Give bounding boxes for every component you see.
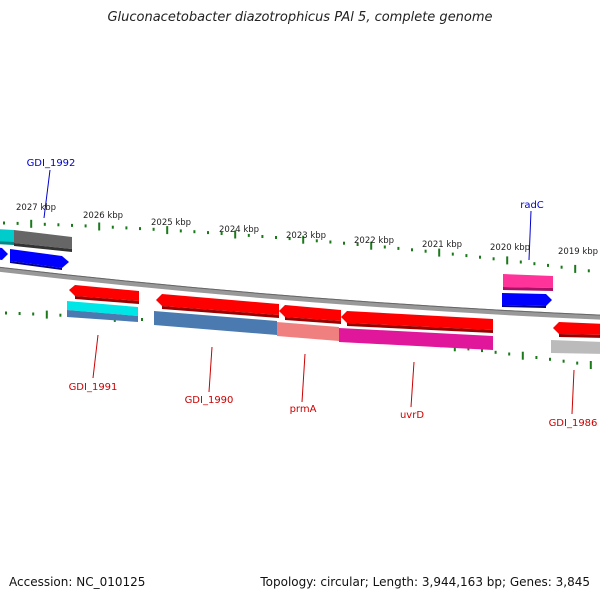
topology-text: Topology: circular; Length: 3,944,163 bp… <box>260 575 590 589</box>
gene-feature-gdi-1991[interactable] <box>67 301 138 316</box>
gene-label-radc[interactable]: radC <box>520 200 544 211</box>
reverse-features <box>67 285 600 354</box>
gene-feature[interactable] <box>10 249 69 268</box>
gene-feature-radc[interactable] <box>502 293 552 306</box>
gene-label-gdi-1991[interactable]: GDI_1991 <box>69 382 118 393</box>
gene-feature-gdi-1992[interactable] <box>14 230 72 249</box>
gene-label-gdi-1990[interactable]: GDI_1990 <box>185 395 234 406</box>
tick-label: 2021 kbp <box>422 240 462 250</box>
label-leaders <box>43 169 575 415</box>
gene-feature[interactable] <box>0 247 8 260</box>
gene-labels: GDI_1992 radC GDI_1991 GDI_1990 prmA uvr… <box>27 158 598 429</box>
tick-label: 2026 kbp <box>83 211 123 221</box>
gene-feature[interactable] <box>553 322 600 335</box>
tick-label: 2020 kbp <box>490 243 530 253</box>
forward-features <box>0 229 553 308</box>
forward-tick-ring <box>3 219 590 273</box>
tick-label: 2024 kbp <box>219 225 259 235</box>
gene-feature[interactable] <box>341 311 493 330</box>
gene-feature-uvrd[interactable] <box>339 328 493 350</box>
tick-label: 2023 kbp <box>286 231 326 241</box>
gene-label-gdi-1992[interactable]: GDI_1992 <box>27 158 76 169</box>
gene-feature[interactable] <box>503 274 553 288</box>
genome-backbone <box>0 266 600 320</box>
gene-label-uvrd[interactable]: uvrD <box>400 410 424 421</box>
gene-label-gdi-1986[interactable]: GDI_1986 <box>549 418 598 429</box>
gene-feature[interactable] <box>0 229 14 243</box>
tick-label: 2027 kbp <box>16 203 56 213</box>
gene-feature[interactable] <box>279 305 341 321</box>
gene-feature-gdi-1990[interactable] <box>154 311 277 335</box>
gene-feature-gdi-1986[interactable] <box>551 340 600 354</box>
gene-label-prma[interactable]: prmA <box>290 404 317 415</box>
tick-label: 2022 kbp <box>354 236 394 246</box>
tick-label: 2025 kbp <box>151 218 191 228</box>
tick-label: 2019 kbp <box>558 247 598 257</box>
gene-feature[interactable] <box>156 294 279 315</box>
gene-feature[interactable] <box>69 285 139 301</box>
accession-text: Accession: NC_010125 <box>9 575 146 589</box>
map-title: Gluconacetobacter diazotrophicus PAl 5, … <box>107 10 493 25</box>
tick-labels: 2027 kbp 2026 kbp 2025 kbp 2024 kbp 2023… <box>16 203 598 257</box>
gene-feature-prma[interactable] <box>277 322 339 341</box>
